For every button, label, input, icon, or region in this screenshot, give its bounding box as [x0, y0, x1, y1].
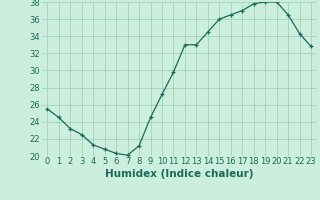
- X-axis label: Humidex (Indice chaleur): Humidex (Indice chaleur): [105, 169, 253, 179]
